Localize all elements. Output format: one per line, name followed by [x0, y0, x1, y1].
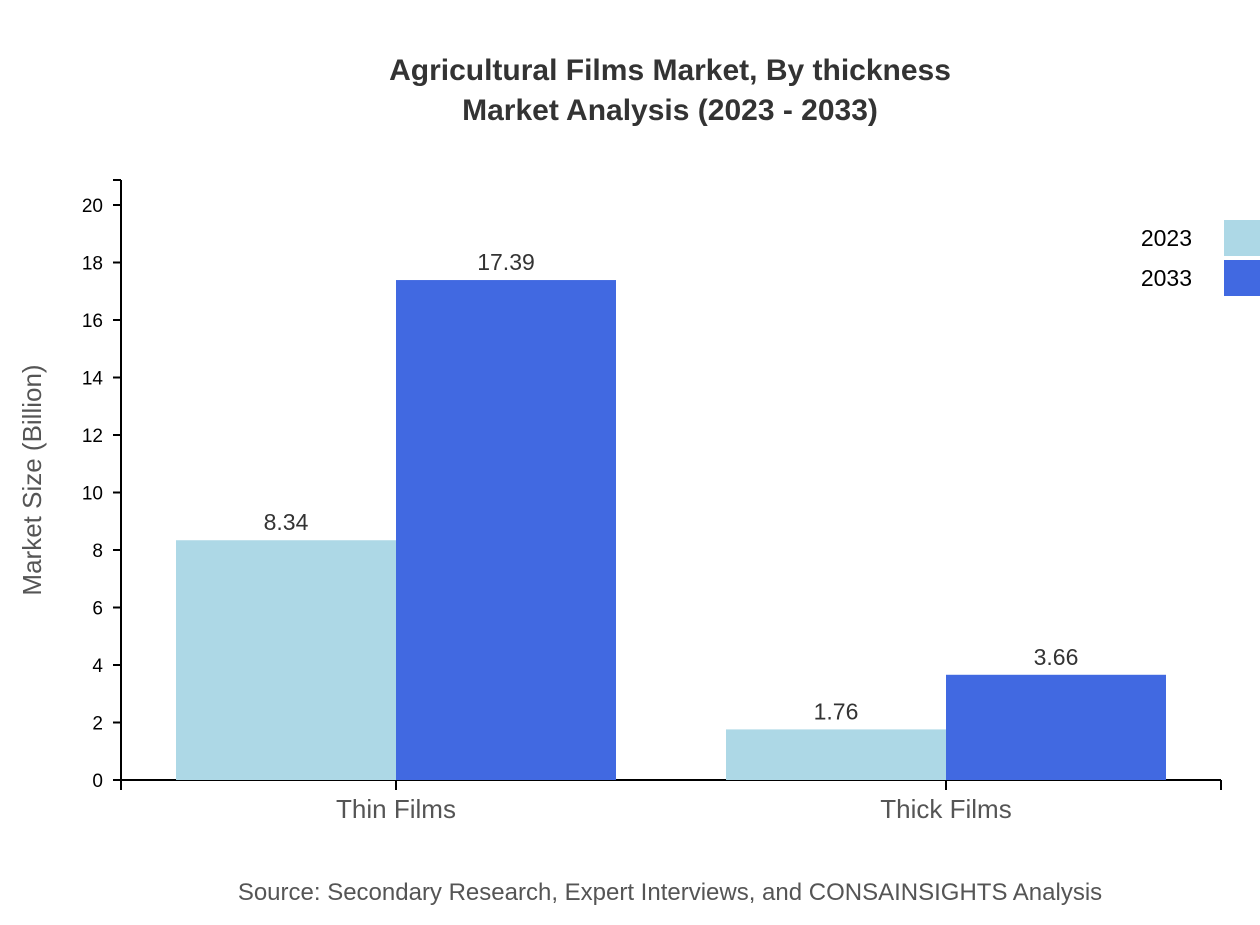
legend-label: 2033 — [1141, 265, 1192, 291]
bar-2033 — [946, 674, 1166, 780]
bar-2033 — [396, 280, 616, 780]
x-tick-label: Thick Films — [880, 794, 1011, 824]
legend-label: 2023 — [1141, 225, 1192, 251]
y-tick-label: 0 — [92, 771, 103, 792]
y-tick-label: 12 — [82, 426, 103, 447]
legend: 2023 2033 — [1141, 220, 1260, 296]
chart-title: Agricultural Films Market, By thickness — [389, 54, 951, 87]
y-tick-label: 10 — [82, 484, 103, 505]
y-tick-label: 14 — [82, 369, 104, 390]
bars: 8.34 17.39 1.76 3.66 — [176, 249, 1166, 780]
x-axis: Thin Films Thick Films — [120, 779, 1222, 824]
y-tick-label: 4 — [92, 656, 103, 677]
bar-value-label: 1.76 — [814, 698, 859, 724]
bar-value-label: 8.34 — [264, 509, 309, 535]
y-tick-label: 8 — [92, 541, 103, 562]
bar-value-label: 3.66 — [1034, 644, 1079, 670]
bar-value-label: 17.39 — [477, 249, 535, 275]
source-note: Source: Secondary Research, Expert Inter… — [238, 879, 1102, 906]
y-tick-label: 20 — [82, 196, 103, 217]
y-tick-label: 6 — [92, 599, 103, 620]
y-tick-label: 18 — [82, 254, 103, 275]
chart-subtitle: Market Analysis (2023 - 2033) — [462, 94, 878, 127]
y-axis-label: Market Size (Billion) — [17, 364, 47, 595]
x-tick-label: Thin Films — [336, 794, 456, 824]
y-tick-label: 16 — [82, 311, 103, 332]
legend-swatch — [1224, 220, 1260, 256]
bar-2023 — [176, 540, 396, 780]
legend-swatch — [1224, 260, 1260, 296]
y-tick-label: 2 — [92, 714, 103, 735]
bar-2023 — [726, 729, 946, 780]
y-axis: 0 2 4 6 8 10 12 14 16 18 20 — [82, 179, 122, 792]
